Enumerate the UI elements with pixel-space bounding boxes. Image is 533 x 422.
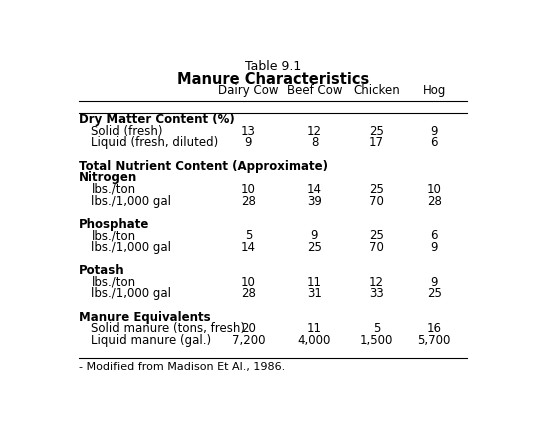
Text: Liquid (fresh, diluted): Liquid (fresh, diluted) [92,136,219,149]
Text: Phosphate: Phosphate [79,218,149,231]
Text: Solid manure (tons, fresh): Solid manure (tons, fresh) [92,322,245,335]
Text: Dry Matter Content (%): Dry Matter Content (%) [79,113,235,126]
Text: Manure Equivalents: Manure Equivalents [79,311,211,324]
Text: lbs./ton: lbs./ton [92,276,135,289]
Text: 10: 10 [427,183,442,196]
Text: lbs./1,000 gal: lbs./1,000 gal [92,287,172,300]
Text: 39: 39 [307,195,322,208]
Text: 70: 70 [369,195,384,208]
Text: Potash: Potash [79,264,125,277]
Text: 33: 33 [369,287,384,300]
Text: Total Nutrient Content (Approximate): Total Nutrient Content (Approximate) [79,160,328,173]
Text: Manure Characteristics: Manure Characteristics [177,72,369,87]
Text: lbs./1,000 gal: lbs./1,000 gal [92,195,172,208]
Text: 5: 5 [245,230,252,242]
Text: 1,500: 1,500 [360,334,393,347]
Text: 11: 11 [307,322,322,335]
Text: 70: 70 [369,241,384,254]
Text: 25: 25 [369,183,384,196]
Text: 14: 14 [307,183,322,196]
Text: - Modified from Madison Et Al., 1986.: - Modified from Madison Et Al., 1986. [79,362,285,372]
Text: Nitrogen: Nitrogen [79,171,138,184]
Text: lbs./ton: lbs./ton [92,230,135,242]
Text: lbs./ton: lbs./ton [92,183,135,196]
Text: 28: 28 [427,195,442,208]
Text: Beef Cow: Beef Cow [287,84,342,97]
Text: 5,700: 5,700 [417,334,451,347]
Text: Table 9.1: Table 9.1 [245,60,301,73]
Text: 28: 28 [241,195,256,208]
Text: Dairy Cow: Dairy Cow [218,84,279,97]
Text: 13: 13 [241,125,256,138]
Text: 5: 5 [373,322,380,335]
Text: 9: 9 [245,136,252,149]
Text: Liquid manure (gal.): Liquid manure (gal.) [92,334,212,347]
Text: Chicken: Chicken [353,84,400,97]
Text: 12: 12 [369,276,384,289]
Text: 10: 10 [241,276,256,289]
Text: 28: 28 [241,287,256,300]
Text: 16: 16 [427,322,442,335]
Text: 31: 31 [307,287,322,300]
Text: 11: 11 [307,276,322,289]
Text: 10: 10 [241,183,256,196]
Text: 25: 25 [307,241,322,254]
Text: 25: 25 [369,125,384,138]
Text: lbs./1,000 gal: lbs./1,000 gal [92,241,172,254]
Text: 4,000: 4,000 [298,334,331,347]
Text: Solid (fresh): Solid (fresh) [92,125,163,138]
Text: 9: 9 [431,125,438,138]
Text: 8: 8 [311,136,318,149]
Text: 20: 20 [241,322,256,335]
Text: 14: 14 [241,241,256,254]
Text: 6: 6 [431,136,438,149]
Text: 25: 25 [427,287,442,300]
Text: Hog: Hog [423,84,446,97]
Text: 6: 6 [431,230,438,242]
Text: 17: 17 [369,136,384,149]
Text: 9: 9 [431,241,438,254]
Text: 25: 25 [369,230,384,242]
Text: 9: 9 [431,276,438,289]
Text: 12: 12 [307,125,322,138]
Text: 7,200: 7,200 [232,334,265,347]
Text: 9: 9 [311,230,318,242]
